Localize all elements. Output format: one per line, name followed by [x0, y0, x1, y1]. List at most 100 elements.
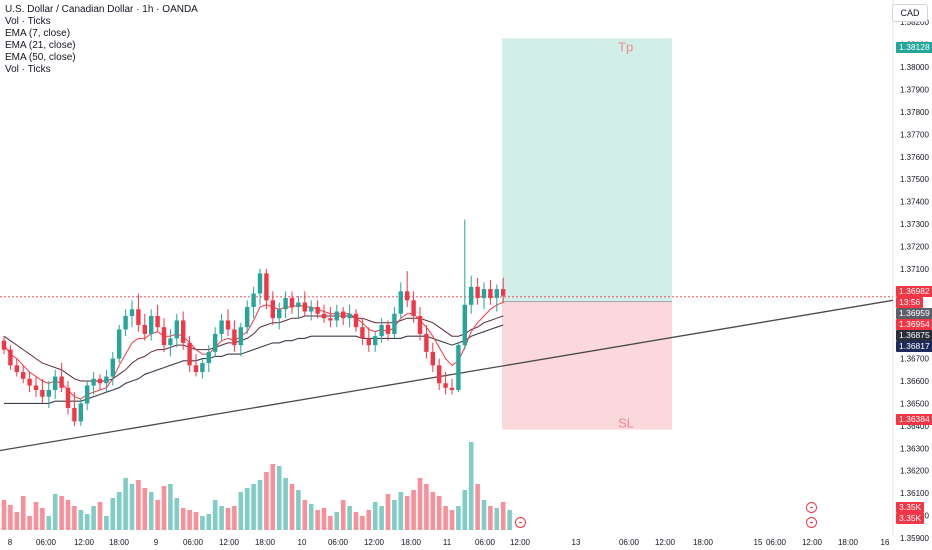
- volume-bar: [14, 512, 20, 530]
- legend-vol-2[interactable]: Vol · Ticks: [5, 64, 51, 75]
- y-tick-label: 1.38000: [900, 63, 929, 72]
- candle-body: [59, 376, 64, 388]
- candle-body: [341, 311, 346, 319]
- x-tick-label: 06:00: [619, 538, 640, 547]
- volume-bar: [180, 508, 186, 530]
- candle-body: [78, 403, 83, 422]
- volume-bar: [40, 508, 45, 530]
- volume-bar: [296, 490, 301, 530]
- x-tick-label: 06:00: [766, 538, 787, 547]
- candle-body: [360, 327, 365, 339]
- candle-body: [187, 342, 192, 366]
- volume-bar: [347, 506, 352, 530]
- countdown-tag: 13:56: [896, 297, 924, 308]
- candle-body: [373, 336, 378, 346]
- volume-bar: [488, 506, 493, 530]
- volume-bar: [251, 484, 256, 530]
- volume-bar: [168, 484, 173, 530]
- y-tick-label: 1.35900: [900, 534, 929, 543]
- legend-ema7[interactable]: EMA (7, close): [5, 28, 71, 39]
- y-tick-label: 1.37800: [900, 108, 929, 117]
- volume-bar: [33, 502, 39, 530]
- volume-bar: [20, 496, 26, 530]
- candle-body: [501, 289, 506, 296]
- volume-bar: [379, 506, 384, 530]
- y-tick-label: 1.37400: [900, 198, 929, 207]
- volume-bar: [424, 484, 429, 530]
- candle-body: [405, 291, 410, 301]
- candle-body: [417, 315, 423, 334]
- volume-bar: [84, 514, 90, 530]
- candle-body: [302, 302, 307, 312]
- candle-body: [411, 300, 416, 316]
- volume-tag-1: 3.35K: [896, 502, 925, 513]
- volume-bar: [328, 516, 333, 530]
- volume-bar: [392, 500, 397, 530]
- position-zones: Tp SL: [502, 38, 672, 430]
- candle-body: [97, 378, 103, 384]
- legend-vol-1[interactable]: Vol · Ticks: [5, 16, 51, 27]
- volume-bar: [475, 484, 480, 530]
- volume-bar: [52, 494, 58, 530]
- candle-body: [443, 383, 448, 388]
- y-tick-label: 1.37600: [900, 153, 929, 162]
- candle-body: [213, 333, 218, 352]
- legend-ema21[interactable]: EMA (21, close): [5, 40, 76, 51]
- symbol-title[interactable]: U.S. Dollar / Canadian Dollar · 1h · OAN…: [5, 4, 198, 15]
- sl-label: SL: [618, 415, 634, 430]
- sl-price-tag: 1.36384: [896, 414, 932, 425]
- x-tick-label: 8: [8, 538, 13, 547]
- volume-bar: [91, 506, 96, 530]
- volume-bar: [187, 510, 192, 530]
- candle-body: [33, 385, 39, 390]
- candle-body: [379, 324, 384, 337]
- candle-body: [494, 289, 499, 299]
- candle-body: [8, 349, 13, 366]
- volume-bar: [97, 502, 103, 530]
- candle-body: [219, 320, 224, 334]
- y-tick-label: 1.36200: [900, 467, 929, 476]
- y-tick-label: 1.38200: [900, 18, 929, 27]
- volume-bar: [385, 494, 391, 530]
- chart-legend: U.S. Dollar / Canadian Dollar · 1h · OAN…: [5, 4, 198, 76]
- candle-body: [437, 365, 442, 384]
- event-flag-icon[interactable]: [806, 517, 817, 528]
- candle-body: [21, 372, 26, 379]
- volume-bar: [110, 498, 116, 530]
- legend-ema50[interactable]: EMA (50, close): [5, 52, 76, 63]
- trendline-segment: [0, 299, 894, 452]
- candle-body: [117, 329, 122, 359]
- candle-body: [398, 291, 403, 314]
- candle-body: [206, 351, 211, 364]
- tp-label: Tp: [618, 39, 633, 54]
- candle-body: [270, 300, 275, 319]
- volume-bar: [334, 512, 340, 530]
- volume-bar: [456, 506, 461, 530]
- x-tick-label: 06:00: [183, 538, 204, 547]
- y-tick-label: 1.36600: [900, 377, 929, 386]
- volume-bar: [206, 514, 212, 530]
- candle-body: [462, 304, 467, 346]
- event-flag-icon[interactable]: [515, 517, 526, 528]
- candle-body: [424, 333, 429, 352]
- volume-bar: [65, 500, 71, 530]
- volume-bar: [148, 492, 154, 530]
- candle-body: [449, 387, 455, 390]
- volume-bar: [302, 500, 308, 530]
- candle-body: [161, 327, 167, 346]
- event-flag-icon[interactable]: [806, 502, 817, 513]
- y-tick-label: 1.37900: [900, 85, 929, 94]
- currency-selector[interactable]: CAD: [892, 4, 928, 22]
- candle-body: [14, 365, 19, 373]
- candles: [1, 219, 506, 426]
- volume-bar: [494, 508, 500, 530]
- entry-price-tag: 1.36954: [896, 319, 932, 330]
- y-tick-label: 1.36700: [900, 355, 929, 364]
- candle-body: [181, 320, 186, 343]
- y-tick-label: 1.36400: [900, 422, 929, 431]
- x-tick-label: 18:00: [693, 538, 714, 547]
- candle-body: [238, 327, 243, 346]
- candle-body: [168, 338, 173, 346]
- take-profit-zone: [502, 38, 672, 302]
